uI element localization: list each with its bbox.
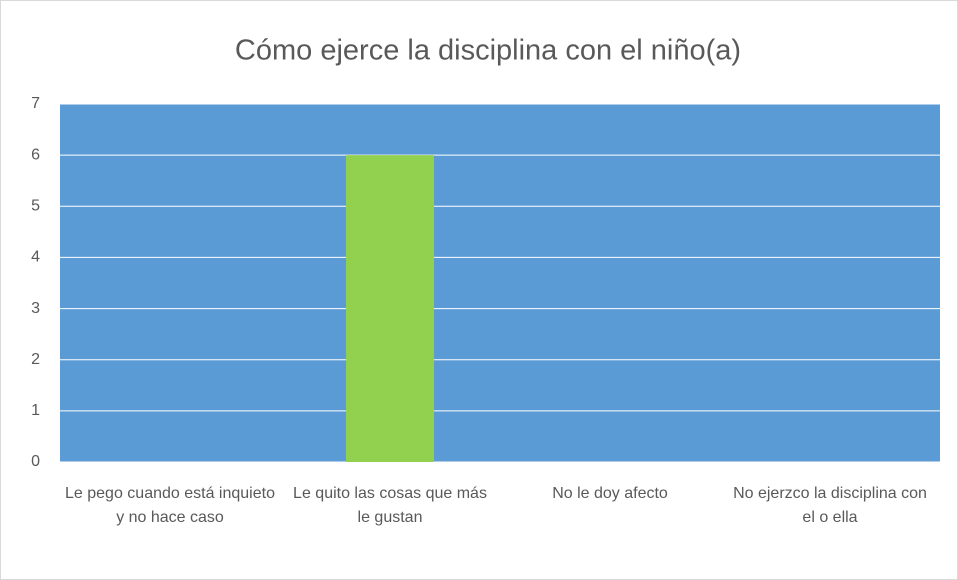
x-tick-label: No ejerzco la disciplina con el o ella (733, 485, 927, 526)
y-tick-label: 1 (31, 402, 40, 419)
y-tick-label: 6 (31, 146, 40, 163)
x-tick-label: Le quito las cosas que más le gustan (293, 485, 487, 526)
y-tick-label: 3 (31, 300, 40, 317)
y-tick-label: 7 (31, 95, 40, 112)
y-tick-label: 5 (31, 198, 40, 215)
y-tick-label: 0 (31, 453, 40, 470)
bar (346, 155, 434, 462)
x-tick-label: Le pego cuando está inquieto y no hace c… (65, 485, 275, 526)
y-tick-label: 2 (31, 351, 40, 368)
plot-area (60, 104, 940, 462)
x-tick-label: No le doy afecto (552, 485, 668, 502)
chart-title: Cómo ejerce la disciplina con el niño(a) (235, 35, 741, 67)
y-tick-label: 4 (31, 249, 40, 266)
